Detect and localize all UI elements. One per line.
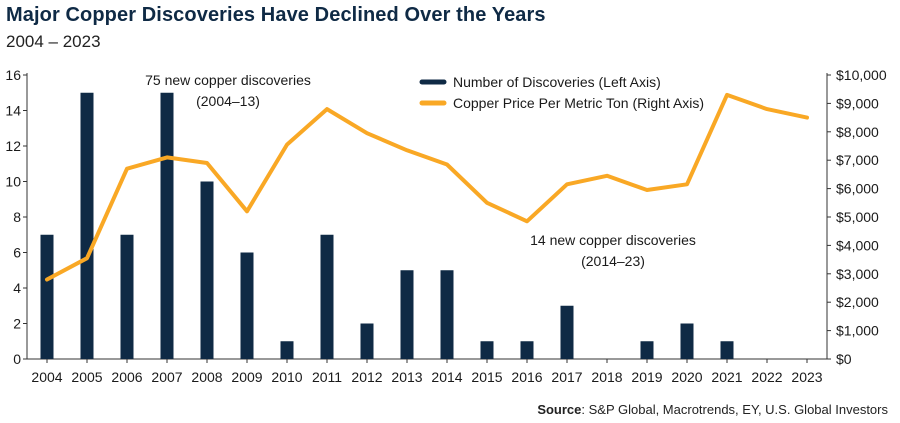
discovery-bar — [480, 341, 494, 359]
x-tick-label: 2007 — [151, 369, 182, 385]
legend-label-price: Copper Price Per Metric Ton (Right Axis) — [453, 95, 704, 111]
left-tick-label: 4 — [13, 280, 21, 296]
x-tick-label: 2020 — [671, 369, 702, 385]
discovery-bar — [440, 270, 454, 359]
x-tick-label: 2022 — [751, 369, 782, 385]
discovery-bar — [720, 341, 734, 359]
x-tick-label: 2005 — [71, 369, 102, 385]
x-tick-label: 2011 — [312, 369, 342, 385]
discovery-bar — [640, 341, 654, 359]
right-tick-label: $4,000 — [836, 237, 879, 253]
source-text: : S&P Global, Macrotrends, EY, U.S. Glob… — [581, 402, 888, 417]
bar-series — [40, 92, 734, 359]
left-tick-label: 2 — [13, 316, 21, 332]
left-tick-label: 14 — [5, 103, 21, 119]
right-tick-label: $3,000 — [836, 266, 879, 282]
annotation-early-line1: 75 new copper discoveries — [145, 72, 311, 88]
left-tick-label: 8 — [13, 209, 21, 225]
annotation-late-line1: 14 new copper discoveries — [530, 232, 696, 248]
x-tick-label: 2015 — [471, 369, 502, 385]
line-series — [45, 92, 809, 282]
x-tick-label: 2017 — [551, 369, 582, 385]
legend: Number of Discoveries (Left Axis) Copper… — [419, 74, 704, 111]
discovery-bar — [520, 341, 534, 359]
x-tick-label: 2023 — [791, 369, 822, 385]
discovery-bar — [560, 305, 574, 359]
right-tick-label: $10,000 — [836, 67, 887, 83]
legend-label-discoveries: Number of Discoveries (Left Axis) — [453, 74, 661, 90]
right-tick-label: $6,000 — [836, 181, 879, 197]
x-tick-label: 2004 — [31, 369, 62, 385]
x-tick-label: 2019 — [631, 369, 662, 385]
discovery-bar — [400, 270, 414, 359]
x-tick-label: 2009 — [231, 369, 262, 385]
annotation-late-line2: (2014–23) — [581, 253, 645, 269]
right-tick-label: $2,000 — [836, 294, 879, 310]
discovery-bar — [280, 341, 294, 359]
left-tick-label: 10 — [5, 174, 21, 190]
axes: 0 2 4 6 8 10 12 14 16 $0 $1,000 $2,000 $3,000 $4,000 $… — [5, 67, 886, 385]
right-tick-label: $8,000 — [836, 124, 879, 140]
x-tick-label: 2013 — [391, 369, 422, 385]
right-tick-label: $9,000 — [836, 95, 879, 111]
left-tick-label: 12 — [5, 138, 21, 154]
chart-title: Major Copper Discoveries Have Declined O… — [6, 4, 546, 26]
x-tick-label: 2006 — [111, 369, 142, 385]
discovery-bar — [680, 323, 694, 359]
discovery-bar — [320, 234, 334, 359]
x-tick-label: 2008 — [191, 369, 222, 385]
x-tick-label: 2010 — [271, 369, 302, 385]
discovery-bar — [120, 234, 134, 359]
right-tick-label: $1,000 — [836, 323, 879, 339]
annotations: 75 new copper discoveries (2004–13) 14 n… — [145, 72, 696, 269]
left-tick-label: 0 — [13, 351, 21, 367]
right-tick-label: $5,000 — [836, 209, 879, 225]
x-tick-label: 2012 — [351, 369, 382, 385]
discovery-bar — [240, 252, 254, 359]
x-tick-label: 2014 — [431, 369, 462, 385]
discovery-bar — [160, 92, 174, 359]
source-label: Source — [537, 402, 582, 417]
right-tick-label: $7,000 — [836, 152, 879, 168]
discovery-bar — [80, 92, 94, 359]
right-tick-label: $0 — [836, 351, 852, 367]
annotation-early-line2: (2004–13) — [196, 93, 260, 109]
copper-price-line — [45, 92, 809, 282]
discovery-bar — [40, 234, 54, 359]
chart-subtitle: 2004 – 2023 — [6, 32, 101, 51]
left-tick-label: 16 — [5, 67, 21, 83]
x-tick-label: 2016 — [511, 369, 542, 385]
discovery-bar — [360, 323, 374, 359]
x-tick-label: 2018 — [591, 369, 622, 385]
source-note: Source: S&P Global, Macrotrends, EY, U.S… — [537, 402, 888, 417]
x-tick-label: 2021 — [711, 369, 742, 385]
discovery-bar — [200, 181, 214, 359]
left-tick-label: 6 — [13, 245, 21, 261]
